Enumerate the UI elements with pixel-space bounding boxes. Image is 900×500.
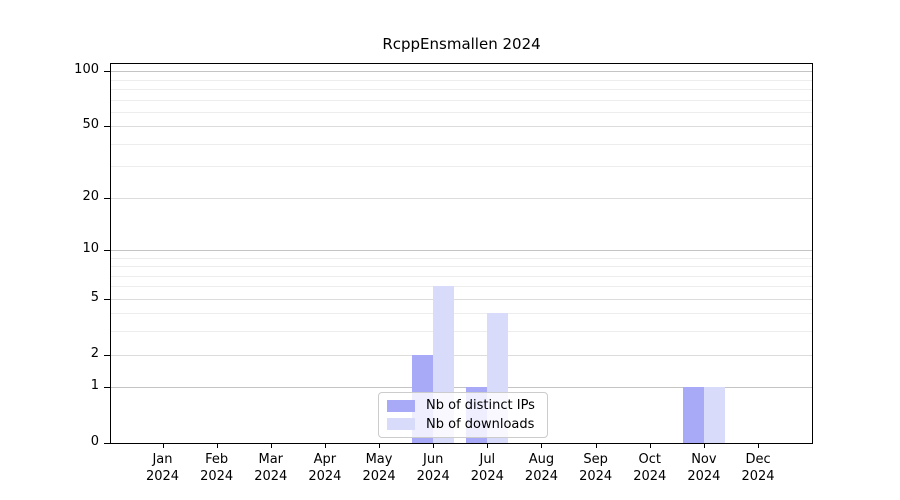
y-axis-tick [104, 249, 110, 251]
x-tick-year: 2024 [633, 469, 667, 484]
y-tick-label: 10 [82, 240, 99, 256]
x-tick-label: Oct 2024 [620, 451, 680, 485]
mid-gridline [111, 298, 812, 300]
bar-distinct-ips [682, 387, 704, 443]
y-tick-label: 5 [90, 289, 99, 305]
minor-gridline [111, 266, 812, 268]
mid-gridline [111, 197, 812, 199]
chart-title: RcppEnsmallen 2024 [382, 35, 541, 53]
x-tick-year: 2024 [362, 469, 396, 484]
x-tick-year: 2024 [254, 469, 288, 484]
y-tick-label: 2 [90, 345, 99, 361]
y-tick-label: 50 [82, 117, 99, 133]
y-axis-tick [104, 443, 110, 444]
legend-entry-distinct-ips: Nb of distinct IPs [387, 398, 539, 413]
legend-swatch-distinct-ips [387, 399, 415, 412]
bar-downloads [703, 387, 725, 443]
x-tick-label: Jun 2024 [403, 451, 463, 485]
minor-gridline [111, 99, 812, 101]
x-tick-month: Jun [423, 452, 444, 467]
x-tick-month: Apr [313, 452, 337, 467]
x-tick-year: 2024 [579, 469, 613, 484]
x-axis-tick [324, 444, 326, 448]
x-tick-label: Aug 2024 [511, 451, 571, 485]
x-axis-tick [487, 444, 489, 448]
x-axis-tick [433, 444, 435, 448]
x-tick-label: Feb 2024 [187, 451, 247, 485]
minor-gridline [111, 143, 812, 145]
x-tick-month: Mar [258, 452, 284, 467]
x-axis-tick [216, 444, 218, 448]
x-tick-month: Feb [205, 452, 229, 467]
y-axis-tick [104, 126, 110, 128]
x-axis-tick [379, 444, 381, 448]
major-gridline [111, 387, 812, 389]
y-tick-label: 100 [74, 62, 99, 78]
major-gridline [111, 249, 812, 251]
x-tick-month: Sep [583, 452, 608, 467]
plot-area [110, 63, 813, 444]
x-tick-label: Dec 2024 [728, 451, 788, 485]
minor-gridline [111, 111, 812, 113]
x-tick-year: 2024 [145, 469, 180, 484]
legend-swatch-downloads [387, 418, 415, 431]
x-axis-tick [703, 444, 705, 448]
x-tick-month: Aug [528, 452, 555, 467]
x-tick-label: Jul 2024 [457, 451, 517, 485]
x-tick-label: Jan 2024 [133, 451, 193, 485]
x-tick-label: Nov 2024 [674, 451, 734, 485]
x-axis-tick [541, 444, 543, 448]
y-tick-label: 20 [82, 188, 99, 204]
x-tick-year: 2024 [470, 469, 504, 484]
x-tick-year: 2024 [200, 469, 234, 484]
y-axis-tick [104, 71, 110, 73]
minor-gridline [111, 286, 812, 288]
minor-gridline [111, 331, 812, 333]
x-axis-tick [595, 444, 597, 448]
legend: Nb of distinct IPs Nb of downloads [378, 392, 548, 438]
legend-label-downloads: Nb of downloads [426, 416, 535, 432]
minor-gridline [111, 89, 812, 91]
x-tick-year: 2024 [741, 469, 775, 484]
x-axis-tick [758, 444, 760, 448]
x-axis-tick [162, 444, 164, 448]
y-tick-label: 1 [90, 378, 99, 394]
x-tick-month: May [365, 452, 393, 467]
minor-gridline [111, 79, 812, 81]
x-tick-month: Jul [479, 452, 496, 467]
x-tick-label: Apr 2024 [295, 451, 355, 485]
x-tick-month: Nov [691, 452, 717, 467]
minor-gridline [111, 275, 812, 277]
y-tick-label: 0 [90, 434, 99, 449]
y-axis-tick [104, 197, 110, 199]
y-axis-tick [104, 354, 110, 356]
x-tick-year: 2024 [308, 469, 342, 484]
x-tick-year: 2024 [687, 469, 721, 484]
minor-gridline [111, 257, 812, 259]
minor-gridline [111, 313, 812, 315]
x-tick-month: Jan [152, 452, 173, 467]
x-tick-year: 2024 [524, 469, 559, 484]
x-tick-label: Mar 2024 [241, 451, 301, 485]
major-gridline [111, 71, 812, 73]
x-tick-month: Dec [745, 452, 771, 467]
minor-gridline [111, 166, 812, 168]
y-axis-tick [104, 387, 110, 389]
x-tick-label: May 2024 [349, 451, 409, 485]
x-tick-year: 2024 [416, 469, 450, 484]
legend-label-distinct-ips: Nb of distinct IPs [426, 398, 535, 414]
legend-entry-downloads: Nb of downloads [387, 417, 539, 432]
x-tick-month: Oct [638, 452, 661, 467]
x-axis-tick [649, 444, 651, 448]
mid-gridline [111, 126, 812, 128]
mid-gridline [111, 354, 812, 356]
x-tick-label: Sep 2024 [566, 451, 626, 485]
x-axis-tick [270, 444, 272, 448]
y-axis-tick [104, 298, 110, 300]
